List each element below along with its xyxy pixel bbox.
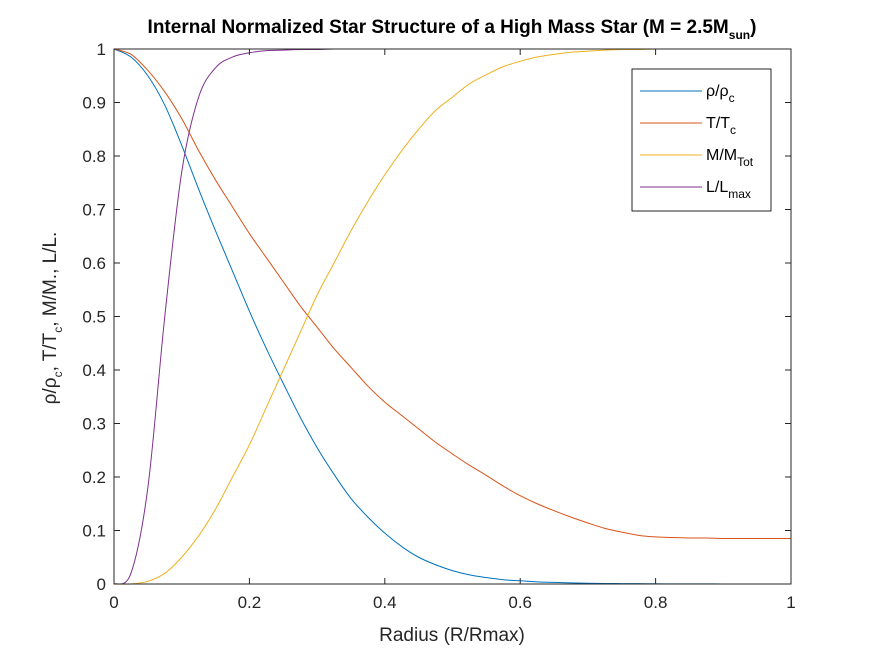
y-tick-label-5: 0.5: [82, 308, 106, 327]
y-axis-label: ρ/ρc, T/Tc, M/M., L/L.: [40, 232, 65, 405]
y-tick-label-1: 0.1: [82, 522, 106, 541]
series-line-2: [113, 48, 791, 540]
y-tick-label-3: 0.3: [82, 415, 106, 434]
legend-label-sub-1: c: [729, 91, 735, 105]
y-tick-label-0: 0: [97, 575, 106, 594]
legend-label-2: T/Tc: [706, 115, 736, 137]
y-tick-label-9: 0.9: [82, 94, 106, 113]
y-tick-label-8: 0.8: [82, 147, 106, 166]
y-tick-label-10: 1: [97, 40, 106, 59]
legend-label-sub-3: Tot: [737, 155, 754, 169]
y-axis-label-sub2: c: [51, 327, 65, 333]
legend-label-main-1: ρ/ρ: [706, 83, 729, 100]
y-tick-label-2: 0.2: [82, 468, 106, 487]
chart-title-main: Internal Normalized Star Structure of a …: [148, 17, 729, 38]
legend-label-4: L/Lmax: [706, 179, 751, 201]
legend-label-main-3: M/M: [706, 147, 737, 164]
y-axis-label-sub1: c: [51, 371, 65, 377]
ticks-layer: 0 0.2 0.4 0.6 0.8 1 0 0.1 0.2 0.3 0.4 0.5 0.6 0.7 0.8 0…: [82, 40, 795, 612]
x-tick-label-5: 1: [786, 593, 795, 612]
x-tick-label-2: 0.4: [373, 593, 397, 612]
y-tick-label-7: 0.7: [82, 201, 106, 220]
legend-label-main-2: T/T: [706, 115, 730, 132]
legend-label-3: M/MTot: [706, 147, 754, 169]
chart-title-subscript: sun: [729, 28, 750, 42]
y-axis-label-part3: , M/M., L/L.: [40, 232, 61, 327]
legend-label-1: ρ/ρc: [706, 83, 735, 105]
x-tick-label-4: 0.8: [644, 593, 668, 612]
chart-title-end: ): [750, 17, 756, 38]
y-tick-label-4: 0.4: [82, 361, 106, 380]
legend-label-main-4: L/L: [706, 179, 728, 196]
y-axis-label-part1: ρ/ρ: [40, 377, 61, 404]
chart-title: Internal Normalized Star Structure of a …: [148, 17, 757, 42]
legend-label-sub-2: c: [730, 123, 736, 137]
x-tick-label-0: 0: [109, 593, 118, 612]
y-tick-label-6: 0.6: [82, 254, 106, 273]
x-tick-label-1: 0.2: [238, 593, 262, 612]
x-axis-label: Radius (R/Rmax): [379, 625, 525, 646]
legend-label-sub-4: max: [728, 187, 751, 201]
x-tick-label-3: 0.6: [508, 593, 532, 612]
y-axis-label-part2: , T/T: [40, 332, 61, 371]
